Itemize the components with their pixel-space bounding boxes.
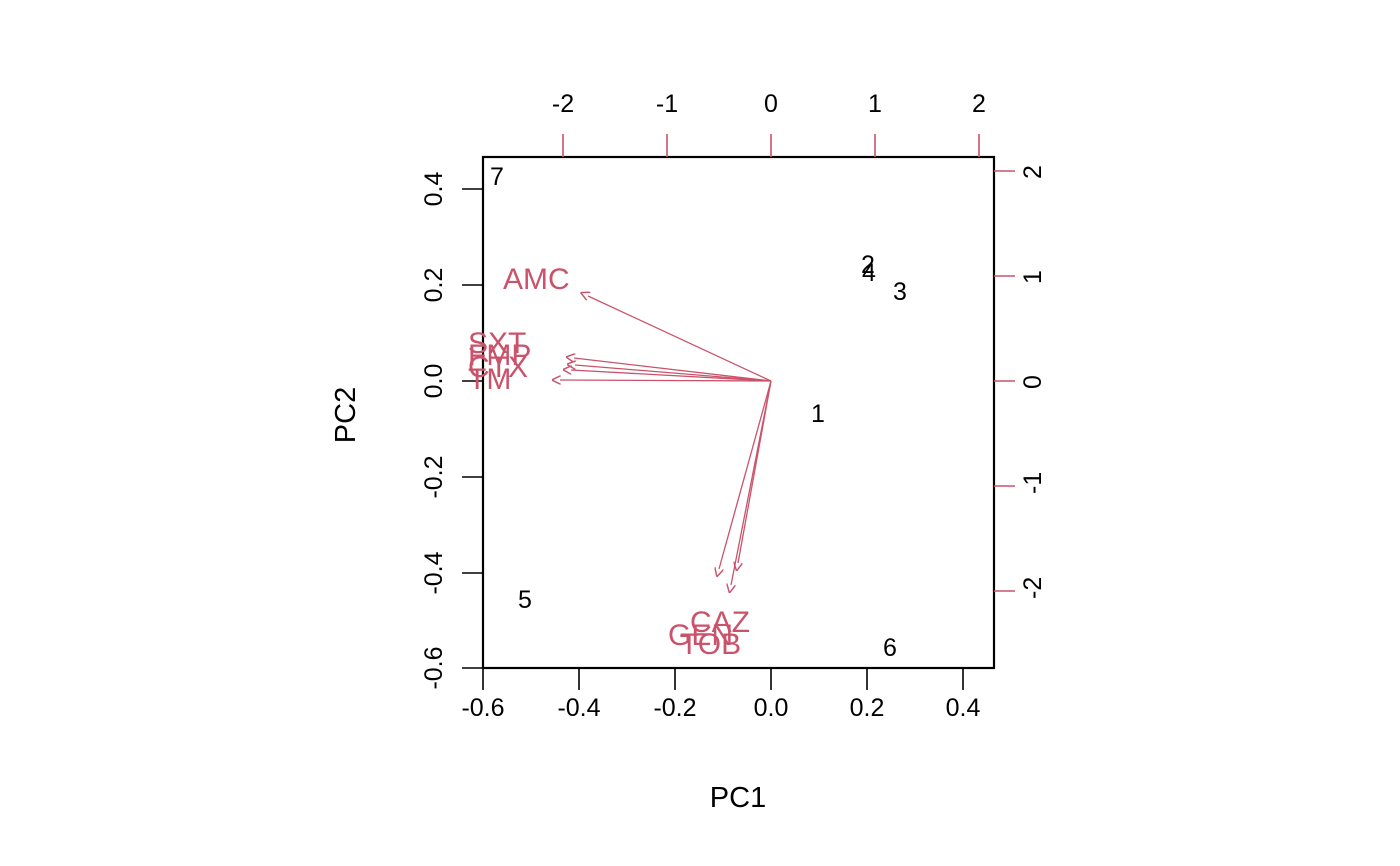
svg-text:-0.4: -0.4 <box>557 694 600 722</box>
svg-text:4: 4 <box>862 259 876 287</box>
svg-text:0.4: 0.4 <box>420 172 448 207</box>
svg-text:TOB: TOB <box>680 628 741 661</box>
svg-text:0.2: 0.2 <box>420 268 448 303</box>
svg-text:1: 1 <box>1019 270 1047 284</box>
svg-text:-2: -2 <box>1019 577 1047 599</box>
svg-text:1: 1 <box>868 90 882 118</box>
svg-text:PC2: PC2 <box>330 387 362 443</box>
svg-text:0.2: 0.2 <box>850 694 885 722</box>
svg-text:5: 5 <box>518 586 532 614</box>
svg-text:0.4: 0.4 <box>946 694 981 722</box>
svg-text:-2: -2 <box>552 90 574 118</box>
svg-text:7: 7 <box>490 163 504 191</box>
svg-text:2: 2 <box>1019 165 1047 179</box>
svg-text:-0.2: -0.2 <box>653 694 696 722</box>
svg-text:-0.4: -0.4 <box>420 551 448 594</box>
svg-text:2: 2 <box>972 90 986 118</box>
svg-text:TM: TM <box>468 363 511 396</box>
svg-text:-1: -1 <box>1019 472 1047 494</box>
svg-text:-0.6: -0.6 <box>461 694 504 722</box>
svg-text:-1: -1 <box>656 90 678 118</box>
svg-text:-0.2: -0.2 <box>420 455 448 498</box>
svg-text:0: 0 <box>764 90 778 118</box>
svg-text:0: 0 <box>1019 375 1047 389</box>
svg-text:PC1: PC1 <box>710 782 766 814</box>
svg-text:3: 3 <box>893 278 907 306</box>
svg-text:1: 1 <box>811 400 825 428</box>
svg-text:0.0: 0.0 <box>754 694 789 722</box>
svg-text:6: 6 <box>883 634 897 662</box>
svg-text:-0.6: -0.6 <box>420 646 448 689</box>
svg-text:0.0: 0.0 <box>420 364 448 399</box>
svg-text:AMC: AMC <box>503 263 570 296</box>
